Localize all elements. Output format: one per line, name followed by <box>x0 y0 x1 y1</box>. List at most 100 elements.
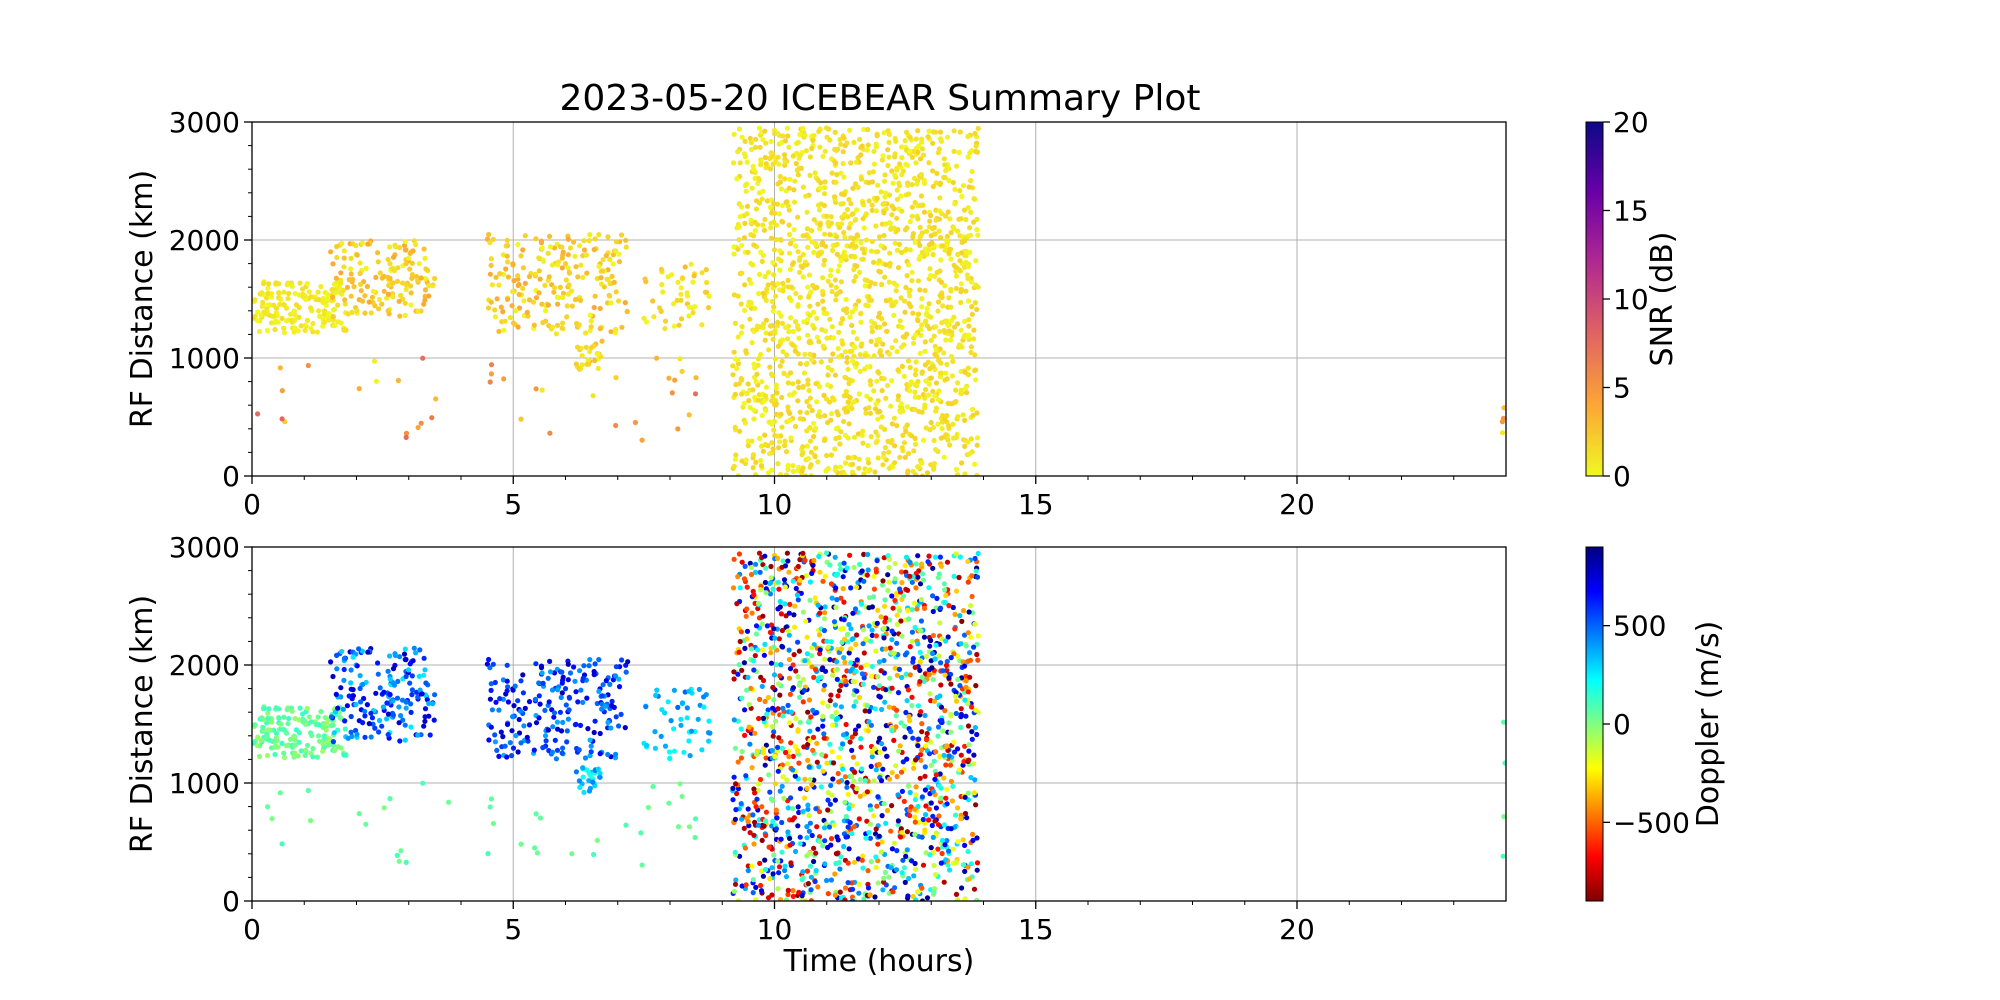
y-tick-label: 0 <box>222 885 240 918</box>
data-point <box>920 577 927 583</box>
data-point <box>958 289 964 295</box>
data-point <box>851 824 857 830</box>
data-point <box>885 162 891 169</box>
data-point <box>815 602 821 608</box>
data-point <box>787 417 793 423</box>
data-point <box>732 320 739 326</box>
data-point <box>567 670 574 676</box>
data-point <box>375 259 381 265</box>
data-point <box>298 323 304 329</box>
data-point <box>555 687 561 693</box>
data-point <box>918 709 924 715</box>
data-point <box>838 429 844 435</box>
data-point <box>316 733 322 739</box>
data-point <box>919 136 925 142</box>
data-point <box>618 711 624 718</box>
data-point <box>745 674 751 681</box>
data-point <box>969 704 975 710</box>
data-point <box>914 606 920 612</box>
data-point <box>912 860 918 867</box>
data-point <box>625 659 631 665</box>
y-axis-label: RF Distance (km) <box>125 595 160 853</box>
data-point <box>926 128 932 134</box>
data-point <box>394 695 401 701</box>
data-point <box>357 673 363 679</box>
data-point <box>516 305 523 311</box>
data-point <box>540 258 547 264</box>
data-point <box>875 182 881 188</box>
data-point <box>882 444 889 451</box>
data-point <box>838 257 844 264</box>
data-point <box>757 569 763 575</box>
data-point <box>968 634 974 640</box>
data-point <box>762 553 768 559</box>
data-point <box>968 436 974 442</box>
data-point <box>913 472 919 476</box>
data-point <box>735 293 741 299</box>
data-point <box>864 364 871 370</box>
data-point <box>960 837 966 843</box>
data-point <box>928 637 934 644</box>
data-point <box>843 721 849 728</box>
data-point <box>511 278 517 284</box>
data-point <box>935 397 942 403</box>
data-point <box>879 281 885 288</box>
data-point <box>364 283 370 290</box>
data-point <box>926 672 932 678</box>
data-point <box>828 452 835 458</box>
data-point <box>845 824 851 830</box>
data-point <box>805 881 812 887</box>
data-point <box>281 330 288 336</box>
data-point <box>830 672 836 679</box>
data-point <box>785 380 791 386</box>
x-tick-label: 15 <box>1018 488 1054 521</box>
data-point <box>760 252 767 259</box>
data-point <box>820 713 826 720</box>
data-point <box>917 234 923 240</box>
data-point <box>555 301 561 307</box>
data-point <box>917 156 924 162</box>
data-point <box>281 727 287 733</box>
data-point <box>861 650 867 656</box>
data-point <box>846 421 852 427</box>
data-point <box>936 228 942 234</box>
data-point <box>962 417 968 423</box>
data-point <box>941 775 947 781</box>
data-point <box>409 275 415 281</box>
data-point <box>819 666 825 673</box>
data-point <box>813 242 819 248</box>
data-point <box>537 815 544 821</box>
data-point <box>771 626 777 632</box>
data-point <box>511 703 517 709</box>
data-point <box>827 801 834 807</box>
data-point <box>279 315 285 321</box>
data-point <box>895 265 902 271</box>
data-point <box>933 180 939 186</box>
data-point <box>958 752 964 758</box>
data-point <box>671 726 677 732</box>
data-point <box>767 166 774 172</box>
data-point <box>269 816 275 822</box>
data-point <box>869 207 875 213</box>
data-point <box>588 749 594 755</box>
data-point <box>600 257 606 263</box>
data-point <box>953 273 960 279</box>
data-point <box>704 289 710 295</box>
data-point <box>832 871 838 877</box>
data-point <box>763 330 769 336</box>
data-point <box>915 128 921 134</box>
data-point <box>828 357 834 364</box>
data-point <box>841 192 847 198</box>
data-point <box>856 723 862 729</box>
data-point <box>255 411 261 417</box>
data-point <box>830 760 837 766</box>
data-point <box>931 273 938 279</box>
data-point <box>730 585 737 591</box>
data-point <box>892 172 898 178</box>
data-point <box>840 149 846 155</box>
data-point <box>792 773 798 779</box>
data-point <box>896 666 903 673</box>
data-point <box>757 860 763 867</box>
data-point <box>880 578 886 584</box>
data-point <box>770 161 776 167</box>
